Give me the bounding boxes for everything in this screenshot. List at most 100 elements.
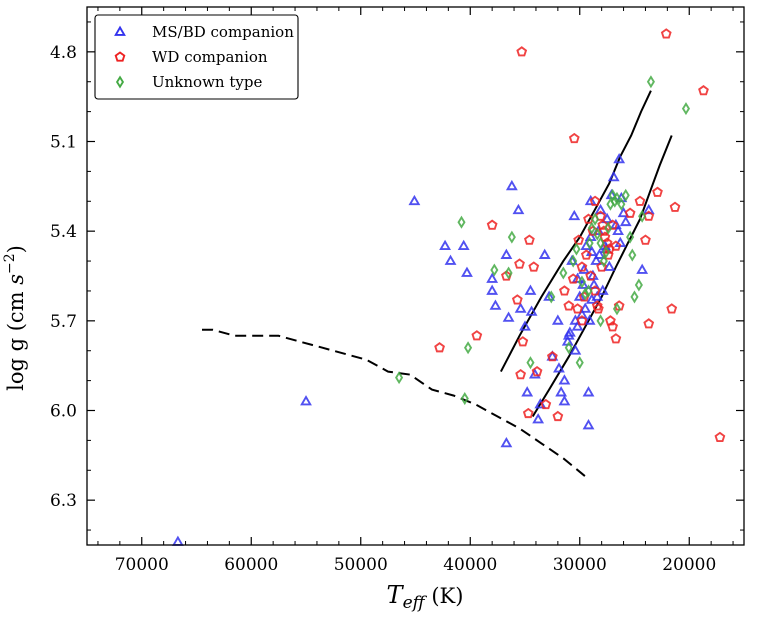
point-diamond-36 [596,314,605,328]
dashed-track [202,328,586,478]
point-pentagon-21 [522,407,534,419]
point-pentagon-9 [514,258,525,269]
point-diamond-12 [572,242,581,256]
axes-frame [86,6,745,546]
point-triangle-58 [582,419,595,430]
point-pentagon-27 [585,270,597,281]
axis-ticks: 70000 60000 50000 40000 30000 20000 4.8 5.1 5.4 5… [50,7,744,575]
point-pentagon-31 [597,219,609,230]
point-diamond-31 [630,290,639,304]
point-triangle-12 [505,179,518,191]
point-triangle-22 [553,362,565,373]
point-triangle-54 [584,194,597,206]
y-axis-label-prefix: log g (cm [4,285,28,391]
point-triangle-72 [571,320,584,331]
point-diamond-26 [612,191,622,205]
x-tick-label: 50000 [334,555,388,575]
point-pentagon-17 [531,365,543,377]
point-pentagon-26 [580,249,592,260]
point-triangle-24 [558,374,571,385]
point-diamond-8 [507,230,516,244]
x-tick-label: 40000 [443,555,497,575]
x-tick-label: 20000 [662,555,716,575]
point-diamond-35 [584,284,593,298]
point-diamond-21 [601,245,611,259]
point-diamond-29 [626,230,635,244]
point-diamond-38 [575,356,584,370]
track-lines [202,90,673,478]
point-pentagon-13 [434,342,445,353]
plot-frame [86,6,745,546]
point-pentagon-14 [517,336,529,347]
point-diamond-9 [526,356,535,370]
point-pentagon-3 [568,132,580,144]
point-pentagon-51 [567,273,579,284]
point-pentagon-44 [634,195,646,206]
point-diamond-34 [564,341,573,355]
point-triangle-56 [582,386,595,397]
point-pentagon-47 [666,303,678,314]
point-triangle-5 [457,239,470,250]
point-triangle-43 [601,212,614,224]
point-triangle-40 [594,203,607,215]
point-pentagon-43 [624,207,636,218]
point-diamond-32 [634,278,643,292]
point-pentagon-16 [515,368,527,380]
point-diamond-27 [617,197,626,211]
point-pentagon-5 [669,201,681,212]
point-triangle-15 [519,320,531,331]
point-triangle-11 [502,311,515,322]
point-pentagon-12 [471,330,483,341]
y-axis-label-exponent: −2 [2,253,18,274]
point-pentagon-36 [610,333,622,344]
point-triangle-62 [591,290,604,301]
point-pentagon-41 [598,225,610,236]
x-axis-symbol: T [387,581,405,609]
point-pentagon-29 [592,303,604,314]
y-tick-label: 5.1 [50,133,77,153]
point-diamond-7 [504,266,513,280]
point-diamond-33 [638,209,647,223]
point-diamond-39 [547,290,556,304]
point-pentagon-54 [589,195,601,206]
point-diamond-0 [646,75,655,89]
y-tick-label: 6.0 [50,402,77,422]
point-triangle-48 [612,224,624,236]
point-triangle-29 [571,272,584,283]
point-pentagon-35 [607,321,618,332]
point-triangle-71 [532,413,545,424]
y-axis-label: log g (cm s−2) [2,245,28,391]
point-triangle-18 [528,368,541,379]
point-pentagon-48 [714,431,726,442]
point-triangle-17 [525,305,538,316]
point-pentagon-0 [516,46,528,57]
point-triangle-46 [607,170,620,182]
point-triangle-67 [636,263,649,274]
y-tick-label: 6.3 [50,491,77,511]
x-axis-unit-gap [425,584,432,608]
point-pentagon-2 [698,85,709,96]
point-triangle-69 [558,395,571,406]
point-pentagon-4 [652,186,663,197]
point-diamond-13 [577,275,586,289]
point-diamond-20 [599,254,608,268]
point-triangle-73 [579,302,592,313]
y-axis-label-suffix: ) [4,245,28,253]
point-triangle-38 [590,254,603,265]
point-diamond-25 [610,194,619,208]
point-diamond-2 [395,371,404,385]
point-triangle-14 [514,302,527,313]
point-pentagon-38 [573,234,585,245]
point-pentagon-57 [576,315,588,326]
legend: MS/BD companion WD companion Unknown type [94,14,299,100]
legend-marker-diamond [115,75,125,89]
point-pentagon-7 [486,219,498,230]
point-triangle-60 [562,329,575,340]
point-triangle-75 [593,248,606,259]
point-pentagon-28 [589,285,601,296]
point-pentagon-11 [528,261,540,272]
point-pentagon-40 [583,213,594,224]
point-diamond-19 [596,236,605,250]
legend-marker-pentagon [114,51,126,62]
